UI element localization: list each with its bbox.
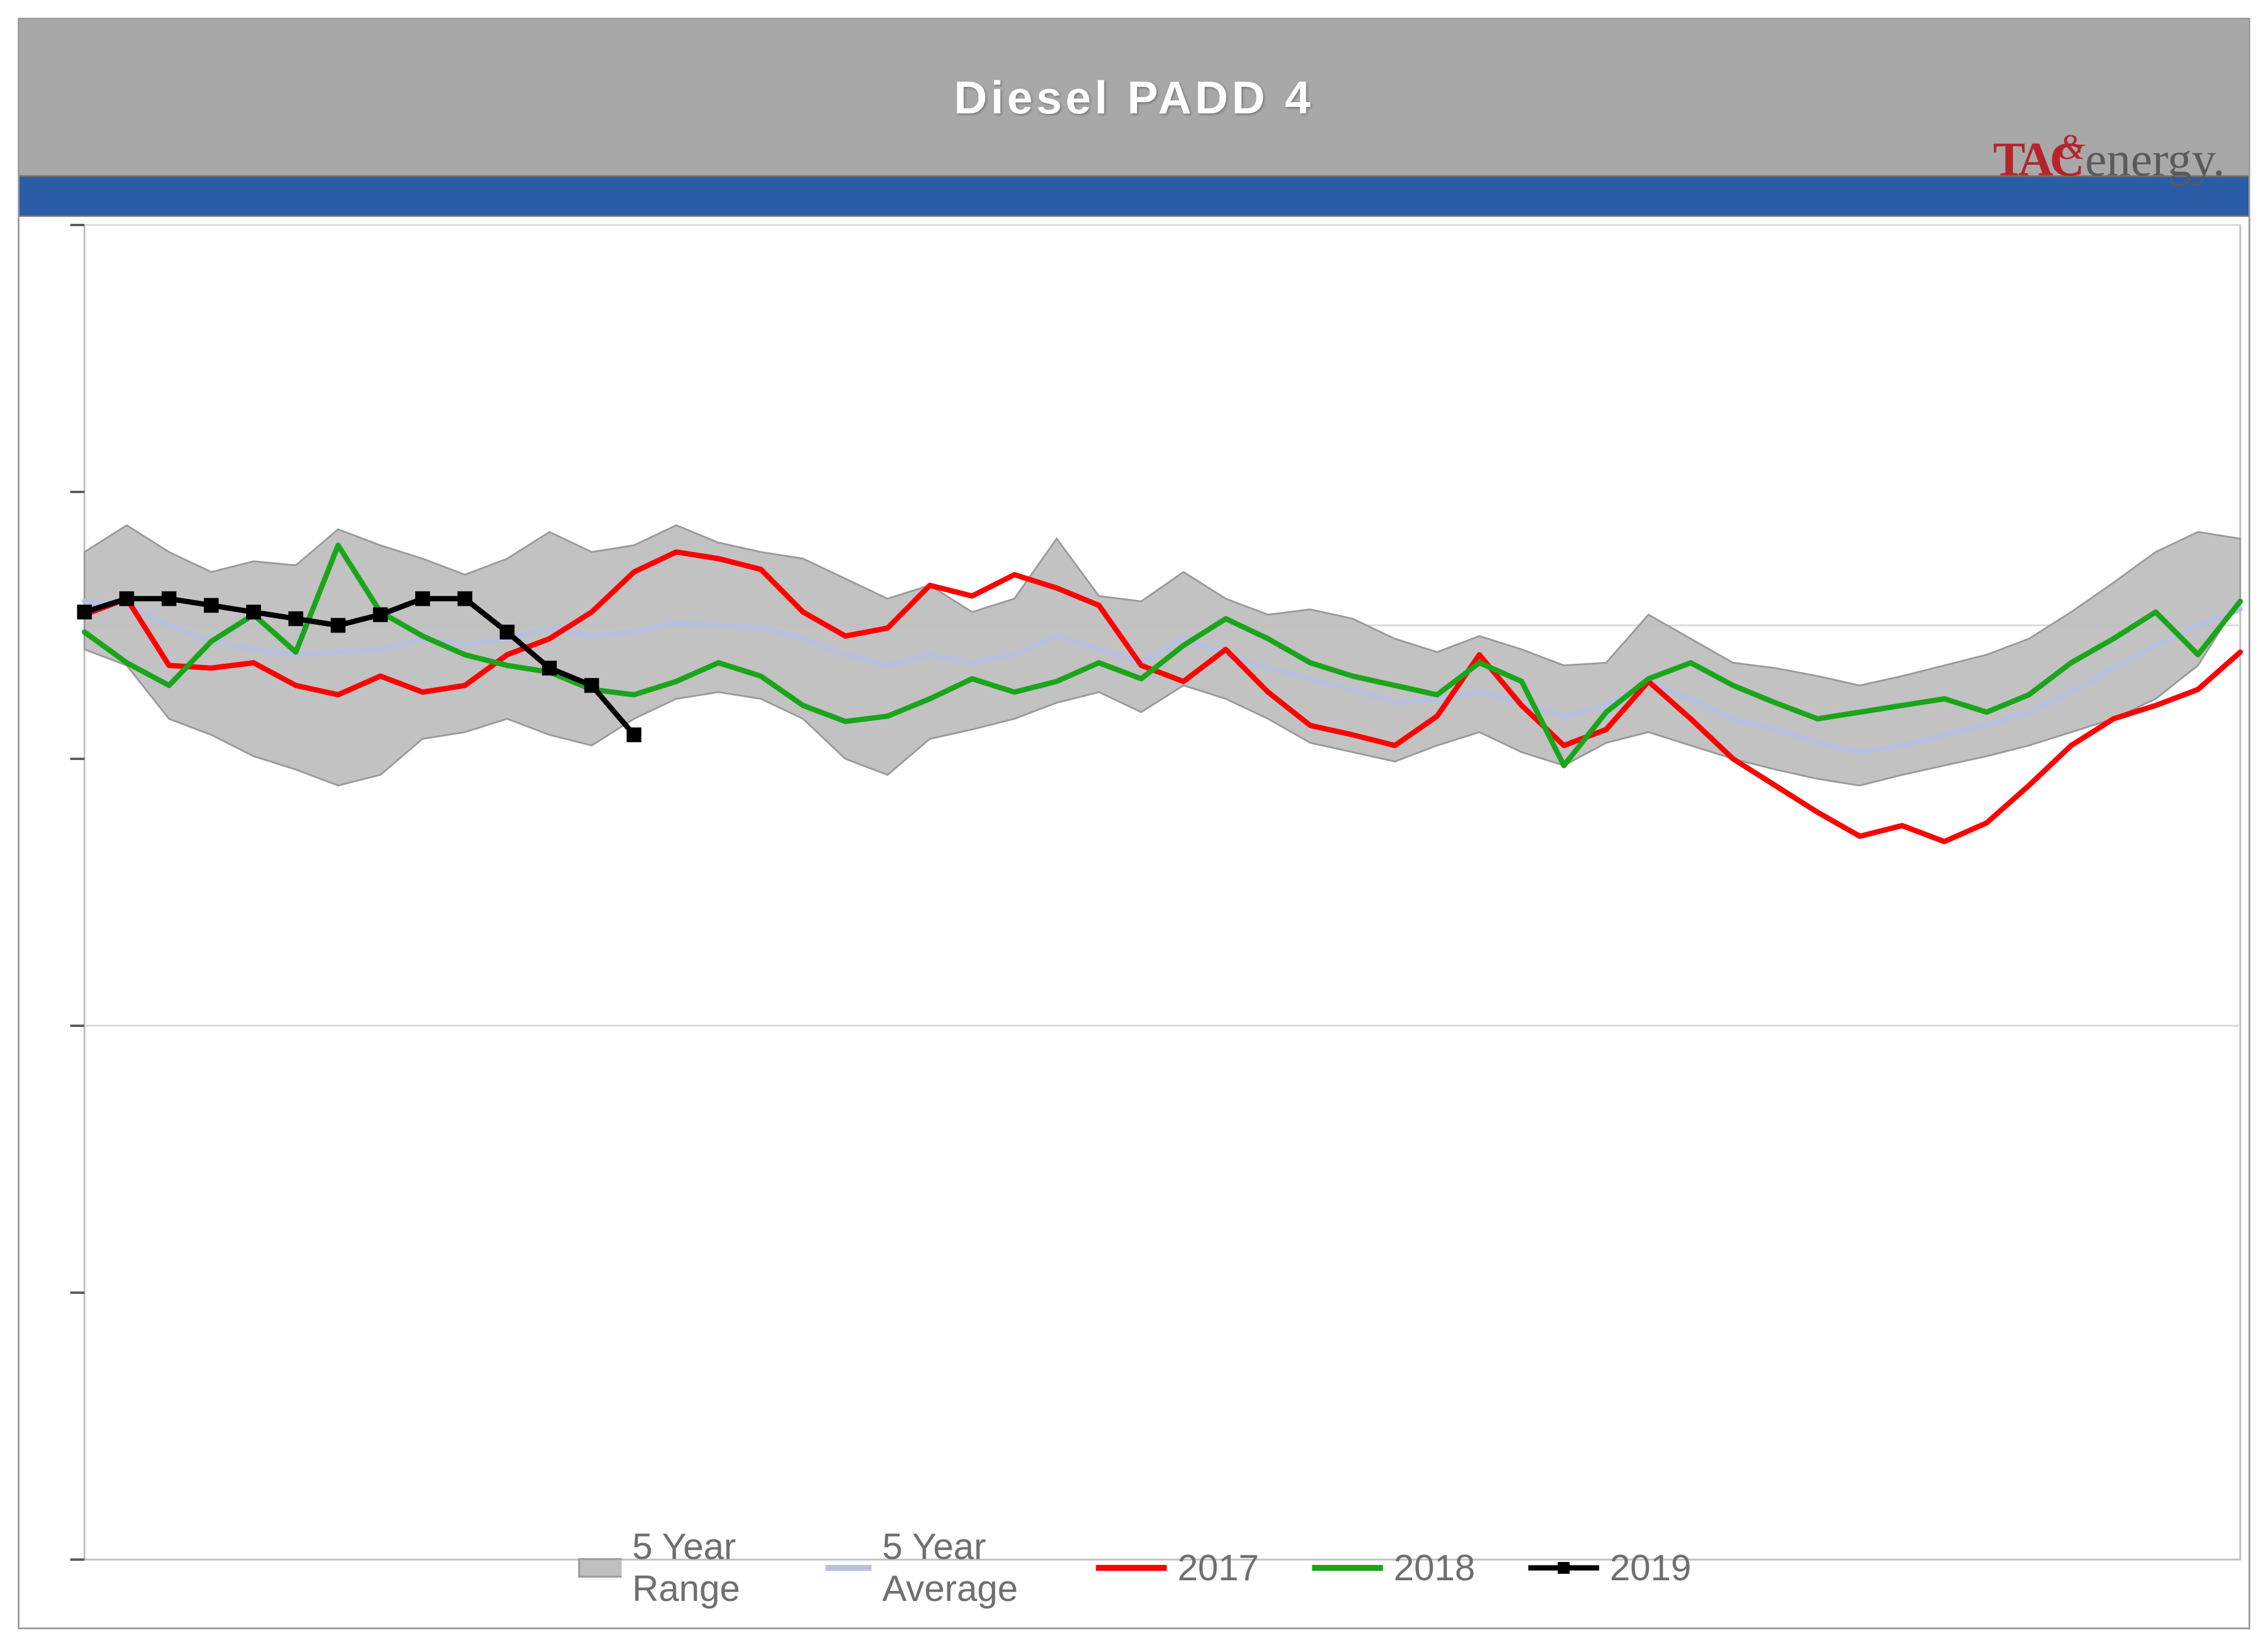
legend-label-y2019: 2019 [1610, 1547, 1692, 1589]
brand-logo: TAC&energy. [1993, 132, 2225, 187]
plot-area [19, 213, 2249, 1628]
title-bar: Diesel PADD 4 [19, 19, 2249, 175]
legend-item-y2018: 2018 [1312, 1547, 1475, 1589]
blue-divider [19, 175, 2249, 217]
legend-item-range: 5 Year Range [577, 1526, 773, 1610]
legend-item-y2019: 2019 [1529, 1547, 1692, 1589]
legend-label-y2017: 2017 [1178, 1547, 1259, 1589]
legend-swatch-y2017 [1096, 1553, 1167, 1583]
legend-label-avg: 5 Year Average [882, 1526, 1043, 1610]
legend-swatch-y2018 [1312, 1553, 1383, 1583]
legend-swatch-y2019 [1529, 1553, 1599, 1583]
legend-item-y2017: 2017 [1096, 1547, 1259, 1589]
logo-right: energy [2085, 132, 2212, 186]
logo-ampersand-icon: & [2058, 128, 2085, 167]
legend: 5 Year Range 5 Year Average 2017 2018 2019 [577, 1526, 1692, 1610]
legend-label-range: 5 Year Range [632, 1526, 773, 1610]
legend-swatch-avg [826, 1553, 872, 1583]
legend-swatch-range [577, 1553, 622, 1583]
chart-title: Diesel PADD 4 [954, 71, 1314, 125]
legend-item-avg: 5 Year Average [826, 1526, 1043, 1610]
chart-frame: Diesel PADD 4 TAC&energy. 5 Year Range5 … [18, 18, 2250, 1629]
chart-svg [19, 213, 2249, 1628]
legend-label-y2018: 2018 [1394, 1547, 1475, 1589]
